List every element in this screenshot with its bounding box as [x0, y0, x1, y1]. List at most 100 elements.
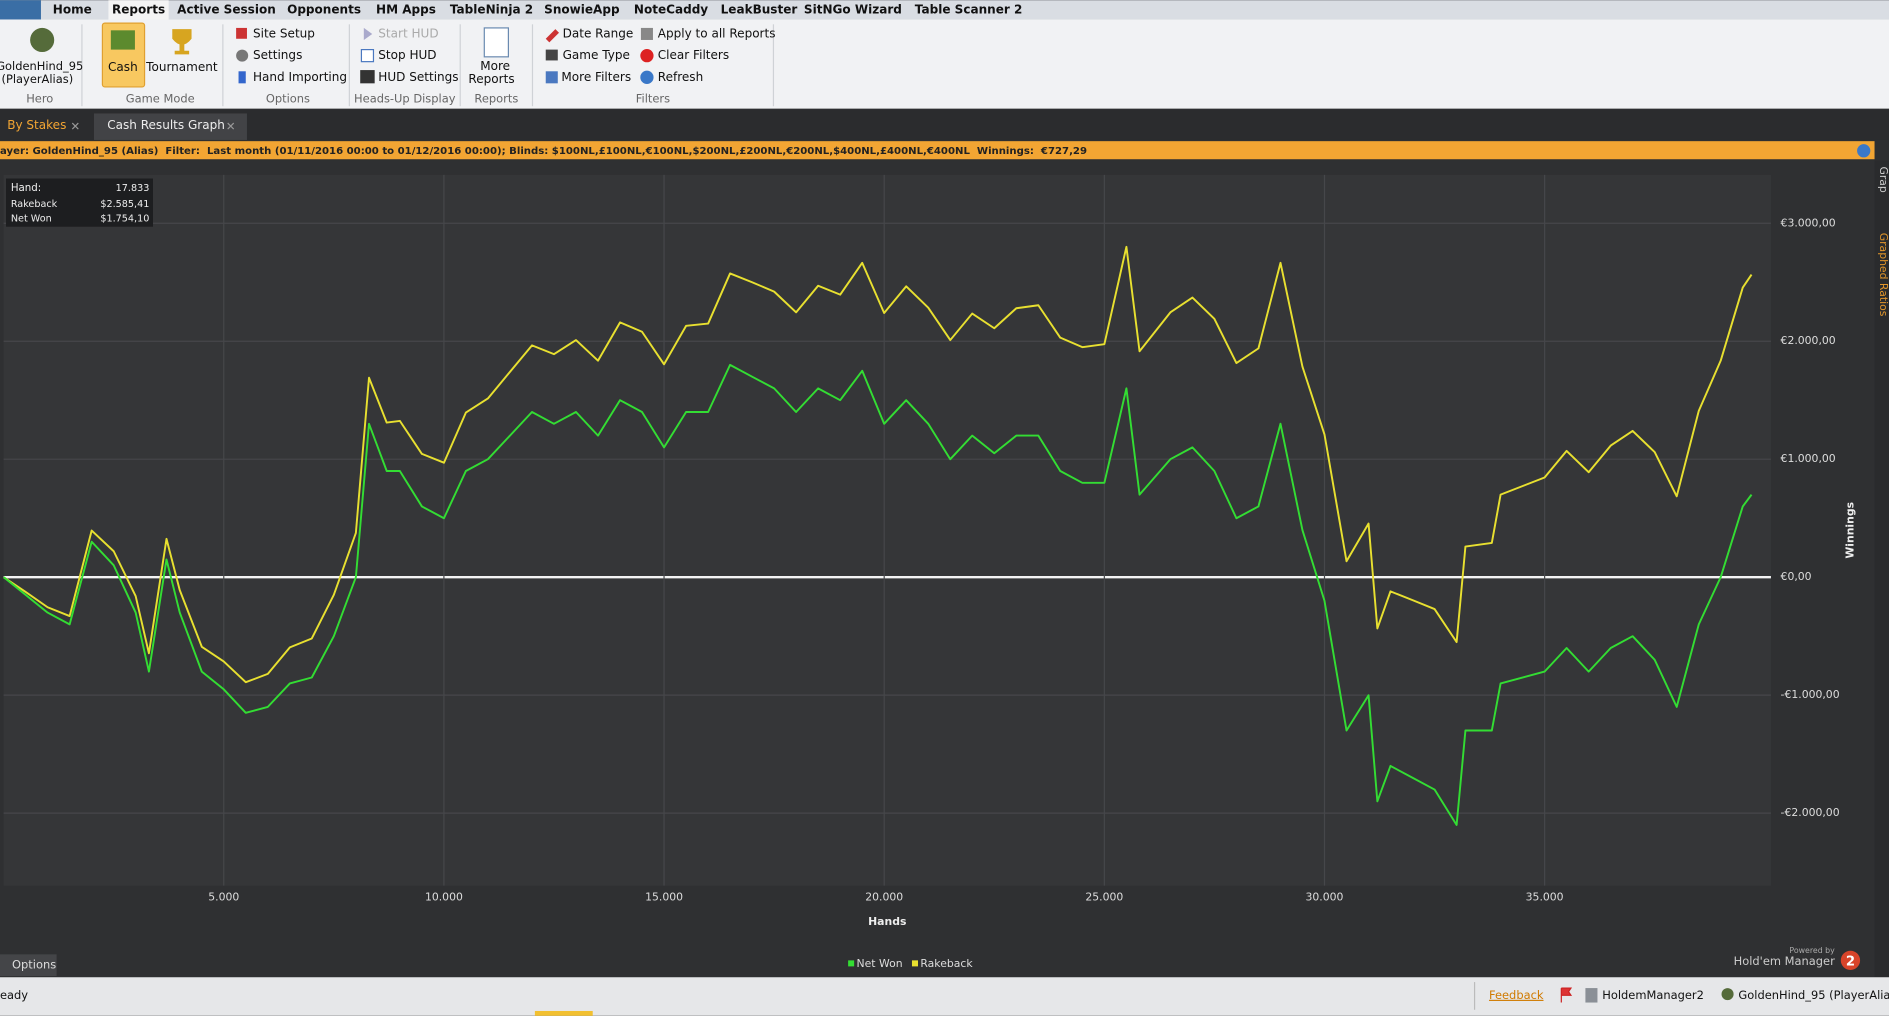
ribbon-button[interactable]: HUD Settings [378, 70, 458, 84]
hero-name[interactable]: GoldenHind_95 [0, 59, 83, 73]
more-reports-icon [483, 27, 509, 58]
ribbon-button[interactable]: Game Type [563, 48, 630, 62]
menu-item[interactable]: SitNGo Wizard [804, 2, 902, 16]
ribbon-button[interactable]: Refresh [658, 70, 703, 84]
x-tick-label: 15.000 [645, 891, 683, 904]
menu-item[interactable]: Opponents [287, 2, 361, 16]
tab-row [0, 109, 1889, 140]
powered-brand: Hold'em Manager [1734, 954, 1835, 968]
ribbon-button[interactable]: Settings [253, 48, 302, 62]
stats-box [6, 178, 153, 227]
menu-item[interactable]: SnowieApp [544, 2, 620, 16]
stop-hud-icon [360, 49, 375, 63]
series-line [3, 363, 1753, 826]
tournament-icon [172, 29, 192, 55]
status-item[interactable]: HoldemManager2 [1602, 988, 1704, 1002]
hud-settings-icon [360, 70, 375, 84]
menu-item[interactable]: Active Session [177, 2, 276, 16]
ribbon-button[interactable]: Cash [108, 60, 138, 74]
flag-icon [1560, 987, 1573, 1003]
ribbon-button[interactable]: Tournament [145, 60, 218, 74]
group-label: Options [266, 91, 310, 105]
x-tick-label: 5.000 [208, 891, 239, 904]
apply-icon [640, 27, 653, 40]
y-tick-label: €1.000,00 [1781, 452, 1836, 465]
y-tick-label: €3.000,00 [1781, 216, 1836, 229]
x-tick-label: 30.000 [1306, 891, 1344, 904]
x-axis-label: Hands [868, 915, 906, 928]
feedback-link[interactable]: Feedback [1489, 988, 1544, 1002]
x-tick-label: 25.000 [1085, 891, 1123, 904]
menu-item[interactable]: HM Apps [376, 2, 436, 16]
ribbon-button[interactable]: More Filters [561, 70, 631, 84]
status-bar [0, 977, 1889, 1016]
site-setup-icon [236, 27, 247, 39]
side-tab[interactable]: Graphed Ratios [1877, 233, 1889, 317]
app-button[interactable] [0, 0, 41, 20]
series-line [3, 245, 1753, 684]
menu-item[interactable]: Table Scanner 2 [915, 2, 1023, 16]
status-text: eady [0, 988, 28, 1002]
group-label: Filters [636, 91, 670, 105]
hand-importing-icon [238, 71, 246, 84]
menu-item[interactable]: Home [53, 2, 92, 16]
more-filters-icon [545, 71, 558, 84]
stat-label: Rakeback [11, 199, 58, 210]
logo-digit: 2 [1846, 955, 1855, 970]
menu-item[interactable]: TableNinja 2 [450, 2, 533, 16]
ribbon-button[interactable]: Clear Filters [658, 48, 729, 62]
x-tick-label: 35.000 [1526, 891, 1564, 904]
stat-value: $2.585,41 [100, 199, 149, 210]
status-item[interactable]: GoldenHind_95 (PlayerAlias [1738, 988, 1889, 1002]
x-tick-label: 20.000 [865, 891, 903, 904]
ribbon-button[interactable]: Hand Importing [253, 70, 347, 84]
options-button[interactable] [0, 954, 57, 977]
taskbar-highlight [534, 1010, 593, 1016]
ribbon-button[interactable]: Reports [468, 72, 514, 86]
options-label[interactable]: Options [12, 958, 56, 972]
hero-icon [30, 27, 55, 53]
cash-icon [110, 30, 135, 50]
y-tick-label: -€1.000,00 [1781, 688, 1840, 701]
ribbon-button[interactable]: More [480, 59, 510, 73]
hero-alias[interactable]: (PlayerAlias) [2, 72, 74, 86]
stat-value: $1.754,10 [100, 213, 149, 224]
y-tick-label: €2.000,00 [1781, 334, 1836, 347]
menu-bar [0, 0, 1889, 20]
ribbon-button[interactable]: Start HUD [378, 26, 438, 40]
settings-icon [236, 49, 249, 62]
legend-label[interactable]: Net Won [857, 957, 903, 970]
refresh-icon [640, 70, 654, 84]
legend-swatch [848, 960, 855, 967]
ribbon-button[interactable]: Date Range [563, 26, 634, 40]
ribbon-button[interactable]: Site Setup [253, 26, 315, 40]
ribbon-separators [81, 24, 775, 107]
group-label: Heads-Up Display [354, 91, 456, 105]
ribbon-button[interactable]: Apply to all Reports [658, 26, 776, 40]
side-tab-strip [1874, 160, 1889, 978]
active-tab[interactable] [93, 113, 247, 140]
menu-item[interactable]: LeakBuster [721, 2, 798, 16]
ribbon-button[interactable]: Stop HUD [378, 48, 436, 62]
stat-value: 17.833 [116, 183, 150, 194]
x-tick-label: 10.000 [425, 891, 463, 904]
help-icon[interactable] [1857, 144, 1871, 158]
clear-filters-icon [640, 49, 654, 63]
active-menu-tab [108, 0, 169, 21]
tab[interactable]: By Stakes [7, 118, 66, 132]
filter-bar [0, 141, 1875, 160]
start-hud-icon [363, 27, 373, 40]
stat-label: Net Won [11, 213, 52, 224]
menu-item[interactable]: Reports [112, 2, 165, 16]
player-icon [1721, 988, 1734, 1001]
group-label: Hero [26, 91, 53, 105]
side-tab[interactable]: Grap [1877, 166, 1889, 192]
tab[interactable]: Cash Results Graph [107, 118, 225, 132]
plot [3, 174, 1771, 886]
legend-label[interactable]: Rakeback [920, 957, 973, 970]
stat-label: Hand: [11, 182, 41, 194]
plot-area [3, 174, 1771, 886]
date-range-icon [545, 29, 559, 43]
menu-item[interactable]: NoteCaddy [634, 2, 708, 16]
